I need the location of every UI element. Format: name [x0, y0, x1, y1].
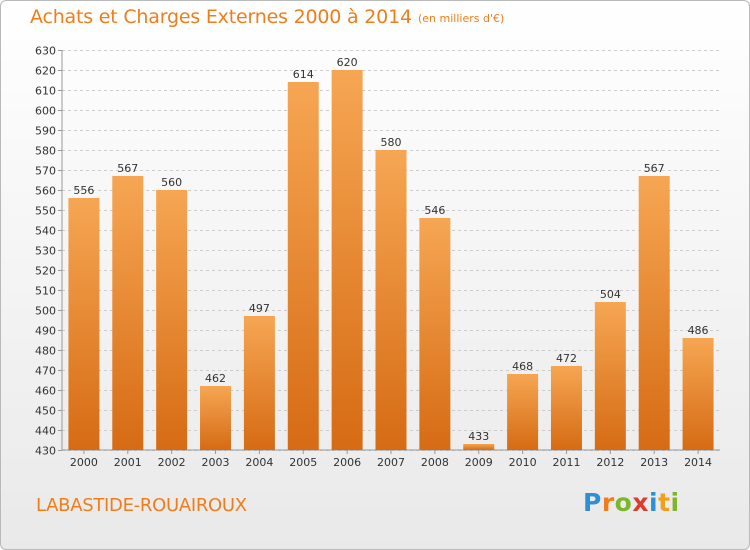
data-labels: 556 567 560 462 497 614 620 580 546 433 468 472 504 5…	[73, 56, 708, 443]
bar-2000	[68, 198, 100, 450]
proxiti-logo[interactable]: Proxiti	[583, 488, 680, 517]
data-label: 567	[117, 162, 138, 175]
bar-2010	[507, 374, 539, 450]
bar-2003	[200, 386, 232, 450]
data-label: 560	[161, 176, 182, 189]
y-tick-label: 570	[35, 165, 56, 178]
y-tick-label: 460	[35, 385, 56, 398]
x-tick-label: 2001	[114, 456, 142, 469]
y-tick-label: 440	[35, 425, 56, 438]
logo-letter: x	[632, 488, 649, 517]
logo-letter: t	[658, 488, 671, 517]
data-label: 504	[600, 288, 621, 301]
data-label: 433	[468, 430, 489, 443]
bar-2005	[287, 82, 319, 450]
y-tick-label: 540	[35, 225, 56, 238]
x-tick-label: 2004	[245, 456, 273, 469]
data-label: 614	[293, 68, 314, 81]
bars	[68, 70, 714, 450]
y-tick-label: 550	[35, 205, 56, 218]
y-tick-label: 480	[35, 345, 56, 358]
logo-letter: r	[601, 488, 615, 517]
x-tick-label: 2005	[289, 456, 317, 469]
data-label: 556	[73, 184, 94, 197]
logo-letter: o	[614, 488, 633, 517]
chart-title: Achats et Charges Externes 2000 à 2014	[30, 6, 412, 28]
x-tick-label: 2002	[158, 456, 186, 469]
x-tick-label: 2012	[596, 456, 624, 469]
data-label: 462	[205, 372, 226, 385]
y-tick-label: 500	[35, 305, 56, 318]
x-tick-label: 2014	[684, 456, 712, 469]
y-tick-label: 520	[35, 265, 56, 278]
y-tick-label: 470	[35, 365, 56, 378]
y-tick-label: 610	[35, 85, 56, 98]
y-tick-label: 620	[35, 65, 56, 78]
bar-2012	[594, 302, 626, 450]
logo-letter: P	[583, 488, 602, 517]
bar-2002	[156, 190, 188, 450]
bar-2006	[331, 70, 363, 450]
data-label: 546	[424, 204, 445, 217]
y-tick-label: 580	[35, 145, 56, 158]
x-tick-label: 2000	[70, 456, 98, 469]
data-label: 472	[556, 352, 577, 365]
bar-2008	[419, 218, 451, 450]
x-axis: 2000 2001 2002 2003 2004 2005 2006 2007 2008 2009…	[70, 450, 712, 469]
bar-2013	[638, 176, 670, 450]
bar-2004	[243, 316, 275, 450]
data-label: 486	[688, 324, 709, 337]
x-tick-label: 2009	[465, 456, 493, 469]
y-tick-label: 600	[35, 105, 56, 118]
data-label: 580	[381, 136, 402, 149]
city-name: LABASTIDE-ROUAIROUX	[36, 495, 247, 516]
y-tick-label: 560	[35, 185, 56, 198]
data-label: 468	[512, 360, 533, 373]
y-tick-label: 490	[35, 325, 56, 338]
data-label: 497	[249, 302, 270, 315]
chart-subtitle: (en milliers d'€)	[418, 12, 505, 25]
logo-letter: i	[670, 488, 680, 517]
x-tick-label: 2011	[552, 456, 580, 469]
y-tick-label: 590	[35, 125, 56, 138]
y-tick-label: 510	[35, 285, 56, 298]
bar-2007	[375, 150, 407, 450]
x-tick-label: 2007	[377, 456, 405, 469]
logo-letter: i	[649, 488, 659, 517]
y-tick-label: 530	[35, 245, 56, 258]
x-tick-label: 2010	[509, 456, 537, 469]
x-tick-label: 2013	[640, 456, 668, 469]
bar-2009	[463, 444, 495, 450]
x-tick-label: 2003	[202, 456, 230, 469]
y-tick-label: 450	[35, 405, 56, 418]
y-tick-label: 430	[35, 445, 56, 458]
bar-2001	[112, 176, 144, 450]
bar-2014	[682, 338, 714, 450]
y-tick-label: 630	[35, 45, 56, 58]
data-label: 567	[644, 162, 665, 175]
x-tick-label: 2008	[421, 456, 449, 469]
bar-2011	[550, 366, 582, 450]
data-label: 620	[337, 56, 358, 69]
x-tick-label: 2006	[333, 456, 361, 469]
